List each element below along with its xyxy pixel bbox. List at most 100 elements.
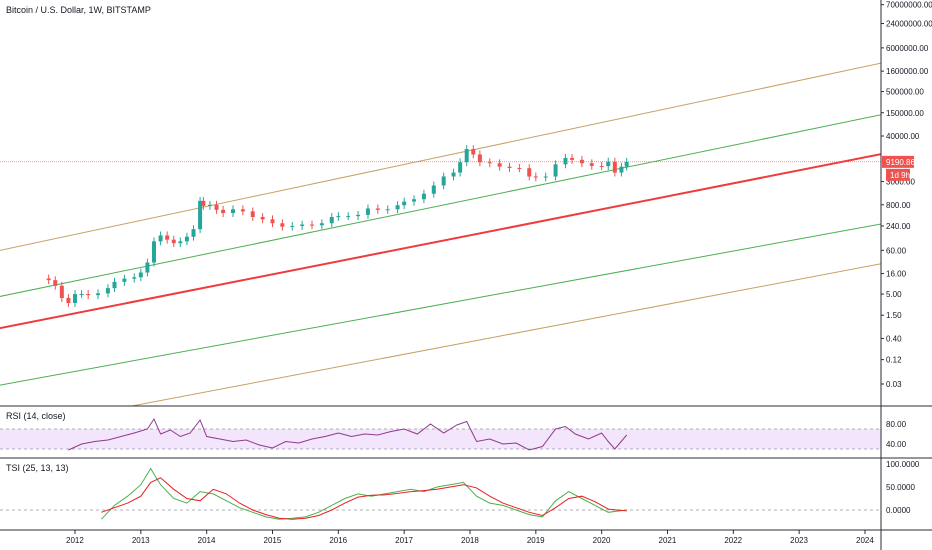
candle-body — [599, 165, 604, 167]
candle-body — [464, 149, 469, 163]
candle-body — [375, 208, 380, 210]
rsi-title: RSI (14, close) — [6, 411, 66, 421]
candle-body — [319, 223, 324, 226]
rsi-pane[interactable] — [0, 417, 881, 451]
candle-body — [290, 225, 295, 227]
candle-body — [280, 223, 285, 227]
time-tick-label: 2019 — [527, 536, 545, 545]
candle-body — [624, 161, 629, 167]
candle-body — [451, 172, 456, 177]
upper-outer-channel-line — [0, 62, 881, 251]
candle-body — [527, 168, 532, 177]
candle-body — [553, 164, 558, 177]
price-tick-label: 240.00 — [886, 222, 911, 231]
tsi-tick-label: 50.0000 — [886, 483, 915, 492]
price-pane[interactable] — [0, 53, 931, 436]
candle-body — [79, 294, 84, 296]
candle-body — [533, 176, 538, 178]
candle-body — [310, 224, 314, 226]
price-tick-label: 16.00 — [886, 270, 907, 279]
candle-body — [579, 159, 584, 164]
last-price-badge: 9190.86 1d 9h — [882, 155, 915, 181]
candle-body — [346, 216, 351, 218]
price-tick-label: 0.12 — [886, 356, 902, 365]
rsi-tick-label: 40.00 — [886, 440, 907, 449]
candle-body — [112, 281, 117, 289]
candle-body — [214, 204, 219, 210]
candle-body — [365, 208, 370, 215]
candle-body — [132, 277, 137, 279]
rsi-line — [68, 417, 628, 451]
price-tick-label: 1600000.00 — [886, 67, 929, 76]
time-tick-label: 2018 — [461, 536, 479, 545]
candle-body — [184, 236, 189, 242]
price-tick-label: 150000.00 — [886, 109, 924, 118]
price-tick-label: 800.00 — [886, 201, 911, 210]
price-tick-label: 500000.00 — [886, 88, 924, 97]
tsi-pane[interactable] — [0, 467, 881, 520]
candle-body — [122, 278, 127, 282]
candle-body — [329, 216, 334, 224]
candle-body — [198, 200, 203, 230]
candle-body — [487, 162, 492, 164]
lower-outer-channel-line — [129, 263, 881, 406]
candle-body — [138, 272, 143, 278]
candle-body — [145, 262, 150, 273]
chart-title: Bitcoin / U.S. Dollar, 1W, BITSTAMP — [6, 5, 151, 15]
candle-body — [563, 157, 568, 165]
price-tick-label: 1.50 — [886, 311, 902, 320]
candle-body — [260, 216, 265, 220]
candle-body — [191, 229, 196, 237]
price-tick-label: 24000000.00 — [886, 20, 932, 29]
time-tick-label: 2014 — [198, 536, 216, 545]
candle-body — [240, 209, 245, 212]
price-tick-label: 0.03 — [886, 380, 902, 389]
time-tick-label: 2023 — [790, 536, 808, 545]
price-tick-label: 70000000.00 — [886, 1, 932, 10]
regression-mid-line — [0, 153, 881, 330]
price-tick-label: 0.40 — [886, 334, 902, 343]
candle-body — [270, 219, 275, 224]
candle-body — [356, 214, 361, 217]
last-price-value: 9190.86 — [886, 158, 915, 167]
bar-countdown: 1d 9h — [890, 171, 910, 180]
tsi-tick-label: 0.0000 — [886, 506, 911, 515]
tsi-line — [101, 477, 627, 520]
candle-body — [402, 201, 407, 206]
time-tick-label: 2021 — [659, 536, 677, 545]
time-tick-label: 2016 — [329, 536, 347, 545]
time-tick-label: 2013 — [132, 536, 150, 545]
candle-body — [458, 162, 463, 173]
time-tick-label: 2024 — [856, 536, 874, 545]
candle-body — [73, 294, 77, 304]
candle-body — [221, 209, 226, 214]
candle-body — [207, 204, 212, 206]
rsi-tick-label: 80.00 — [886, 420, 907, 429]
candle-body — [86, 294, 91, 296]
candle-body — [231, 209, 235, 214]
price-tick-label: 6000000.00 — [886, 44, 929, 53]
candle-body — [570, 157, 575, 160]
candle-body — [300, 224, 305, 226]
time-tick-label: 2020 — [593, 536, 611, 545]
candle-body — [612, 161, 617, 173]
candle-body — [59, 285, 64, 298]
time-tick-label: 2012 — [66, 536, 84, 545]
candle-body — [158, 235, 163, 242]
price-tick-label: 3000.00 — [886, 178, 915, 187]
tsi-tick-label: 100.0000 — [886, 460, 920, 469]
candle-body — [471, 149, 476, 155]
candle-body — [336, 216, 341, 218]
time-tick-label: 2017 — [395, 536, 413, 545]
candle-body — [507, 166, 512, 168]
candle-body — [441, 176, 446, 186]
candle-body — [606, 161, 611, 167]
candle-body — [46, 278, 51, 281]
candle-body — [385, 209, 390, 211]
candle-body — [477, 154, 482, 163]
candle-body — [250, 211, 255, 217]
candle-body — [171, 239, 176, 244]
candle-body — [201, 200, 206, 206]
